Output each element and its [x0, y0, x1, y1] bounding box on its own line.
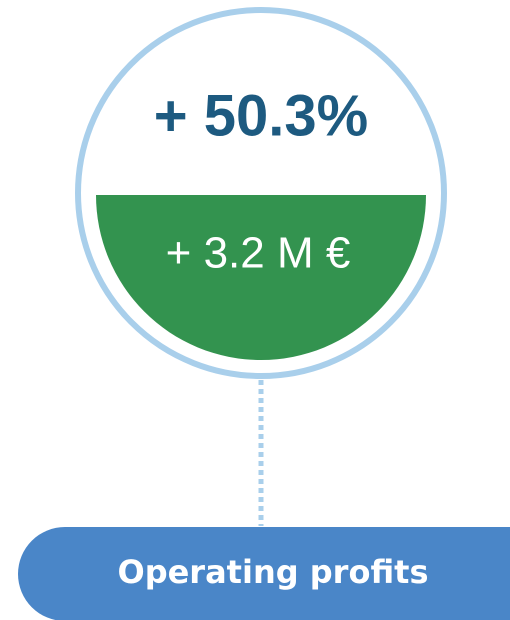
label-text: Operating profits [117, 553, 428, 591]
percent-text: + 50.3% [154, 83, 368, 148]
label-pill [18, 527, 510, 620]
green-segment [96, 195, 426, 360]
amount-text: + 3.2 M € [166, 229, 351, 278]
